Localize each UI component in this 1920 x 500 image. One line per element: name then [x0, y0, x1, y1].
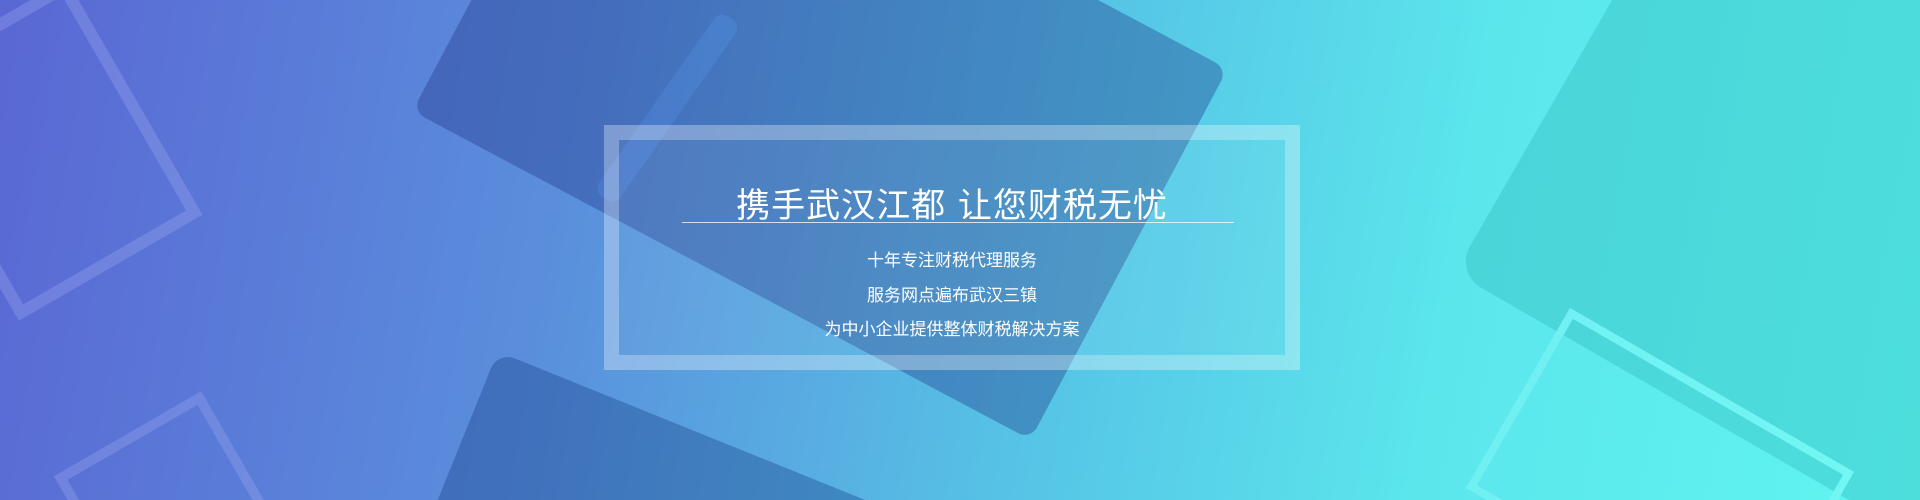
slogan-line: 为中小企业提供整体财税解决方案 [824, 320, 1080, 340]
slogan-line: 十年专注财税代理服务 [867, 251, 1037, 271]
notebook-2 [390, 356, 882, 500]
slogan-title: 携手武汉江都 让您财税无忧 [736, 186, 1168, 226]
notebook [417, 0, 1223, 435]
slogan-box: 携手武汉江都 让您财税无忧 十年专注财税代理服务 服务网点遍布武汉三镇 为中小企… [604, 125, 1300, 370]
slogan-line: 服务网点遍布武汉三镇 [867, 286, 1037, 306]
divider [682, 222, 1234, 223]
frame-shape [0, 0, 203, 321]
laptop [1465, 0, 1920, 500]
pen [597, 14, 738, 202]
frame-shape [53, 391, 267, 500]
touchpad [1465, 307, 1855, 500]
